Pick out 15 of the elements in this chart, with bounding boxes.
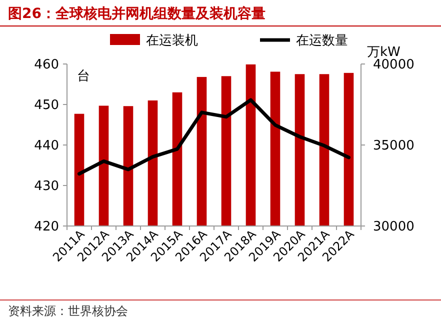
y2-tick-label: 30000 [373,220,414,235]
y-axis-title: 台 [77,69,90,84]
text: 资料来源：世界核协会 [8,304,128,318]
y-tick-label: 460 [34,58,59,73]
y-tick-label: 450 [34,98,59,114]
y2-tick-label: 40000 [373,58,414,73]
y-tick-label: 420 [34,220,59,235]
y-tick-label: 440 [34,138,59,154]
y-tick-label: 430 [34,179,59,194]
y2-tick-label: 35000 [373,138,414,154]
y2-axis-title: 万kW [367,45,401,60]
legend-label: 在运数量 [296,34,348,49]
chart-title: 图26：全球核电并网机组数量及装机容量 [8,5,266,22]
line-series [78,98,350,176]
legend-label: 在运装机 [146,34,198,49]
